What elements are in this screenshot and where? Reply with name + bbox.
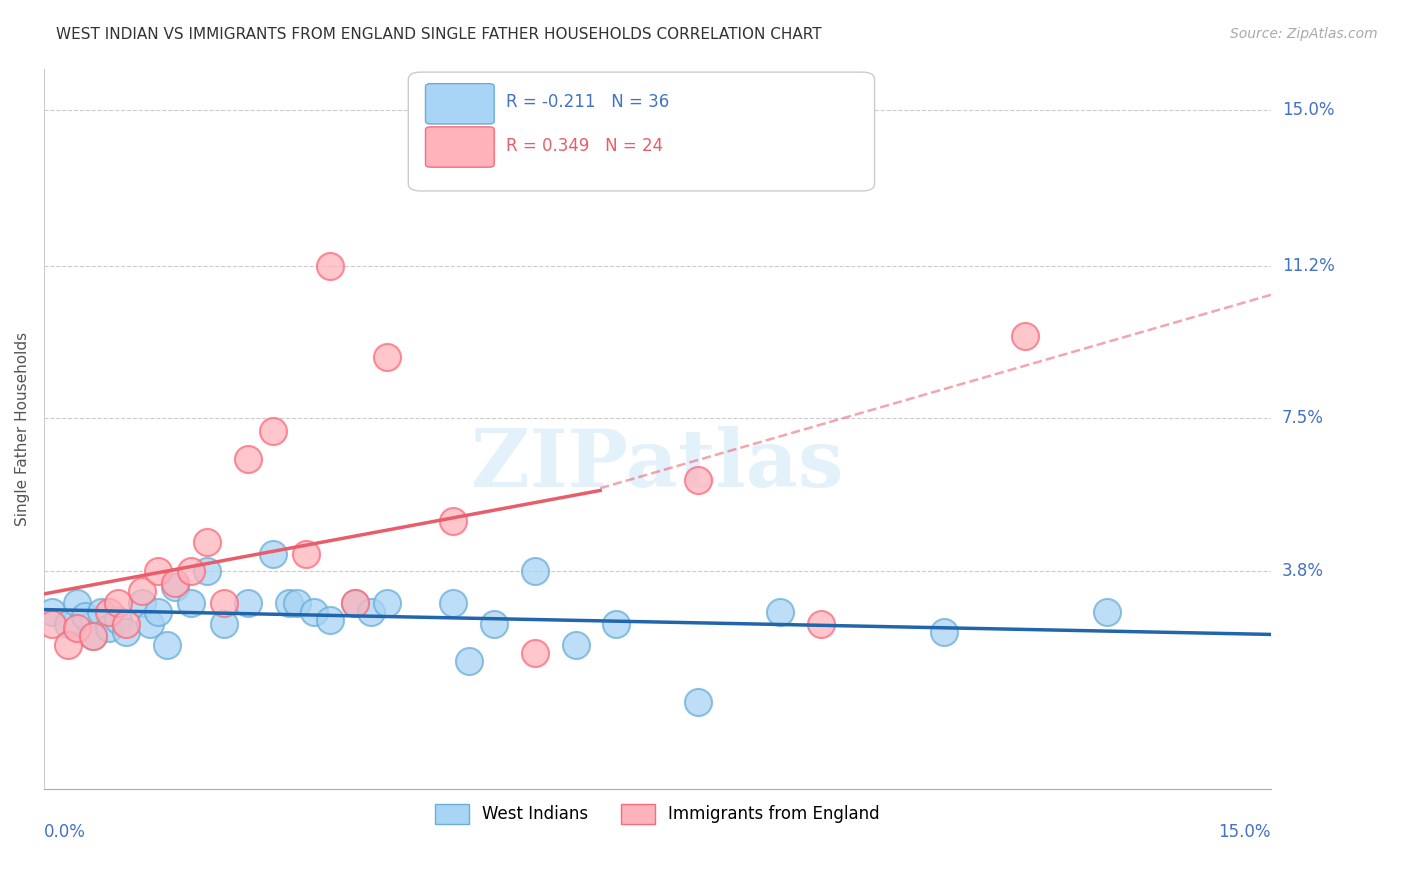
Point <box>148 605 170 619</box>
Point <box>302 605 325 619</box>
Point <box>262 424 284 438</box>
Point <box>58 617 80 632</box>
Point <box>107 613 129 627</box>
FancyBboxPatch shape <box>426 127 494 167</box>
Text: ZIPatlas: ZIPatlas <box>471 425 844 504</box>
Point <box>82 629 104 643</box>
Point <box>41 617 63 632</box>
Point <box>319 613 342 627</box>
Point <box>238 596 260 610</box>
Point <box>180 596 202 610</box>
Point <box>810 617 832 632</box>
Point <box>41 605 63 619</box>
Point <box>769 605 792 619</box>
Point <box>278 596 301 610</box>
Text: 0.0%: 0.0% <box>44 823 86 841</box>
Point <box>294 547 316 561</box>
Point <box>688 473 710 487</box>
Legend: West Indians, Immigrants from England: West Indians, Immigrants from England <box>429 797 886 830</box>
Point <box>65 621 87 635</box>
Point <box>343 596 366 610</box>
Point <box>262 547 284 561</box>
Text: 11.2%: 11.2% <box>1282 257 1334 275</box>
Point <box>98 605 121 619</box>
Point <box>131 596 153 610</box>
Point <box>377 350 399 364</box>
Text: WEST INDIAN VS IMMIGRANTS FROM ENGLAND SINGLE FATHER HOUSEHOLDS CORRELATION CHAR: WEST INDIAN VS IMMIGRANTS FROM ENGLAND S… <box>56 27 823 42</box>
Point <box>343 596 366 610</box>
Point <box>319 259 342 273</box>
Point <box>441 596 464 610</box>
Point <box>197 564 219 578</box>
Text: 7.5%: 7.5% <box>1282 409 1324 427</box>
Point <box>605 617 627 632</box>
Point <box>131 584 153 599</box>
Text: R = 0.349   N = 24: R = 0.349 N = 24 <box>506 136 664 154</box>
Point <box>688 695 710 709</box>
Y-axis label: Single Father Households: Single Father Households <box>15 332 30 525</box>
Point <box>65 596 87 610</box>
Point <box>932 625 955 640</box>
Point <box>564 638 586 652</box>
Point <box>155 638 177 652</box>
Point <box>360 605 382 619</box>
Text: Source: ZipAtlas.com: Source: ZipAtlas.com <box>1230 27 1378 41</box>
Point <box>238 452 260 467</box>
Point <box>180 564 202 578</box>
Point <box>523 646 546 660</box>
FancyBboxPatch shape <box>426 84 494 124</box>
Point <box>1097 605 1119 619</box>
Point <box>58 638 80 652</box>
Point <box>212 617 235 632</box>
Point <box>1014 329 1036 343</box>
Point <box>482 617 505 632</box>
Text: 15.0%: 15.0% <box>1282 101 1334 119</box>
Point <box>458 654 481 668</box>
Point <box>90 605 112 619</box>
Point <box>197 534 219 549</box>
Text: R = -0.211   N = 36: R = -0.211 N = 36 <box>506 94 669 112</box>
Point <box>114 625 136 640</box>
Point <box>73 608 96 623</box>
Text: 3.8%: 3.8% <box>1282 562 1324 580</box>
Point <box>98 621 121 635</box>
Point <box>212 596 235 610</box>
Point <box>148 564 170 578</box>
Point <box>139 617 162 632</box>
Point <box>107 596 129 610</box>
Text: 15.0%: 15.0% <box>1219 823 1271 841</box>
Point <box>114 617 136 632</box>
FancyBboxPatch shape <box>408 72 875 191</box>
Point <box>441 514 464 528</box>
Point <box>163 580 186 594</box>
Point <box>163 575 186 590</box>
Point <box>82 629 104 643</box>
Point <box>523 564 546 578</box>
Point <box>287 596 309 610</box>
Point <box>377 596 399 610</box>
